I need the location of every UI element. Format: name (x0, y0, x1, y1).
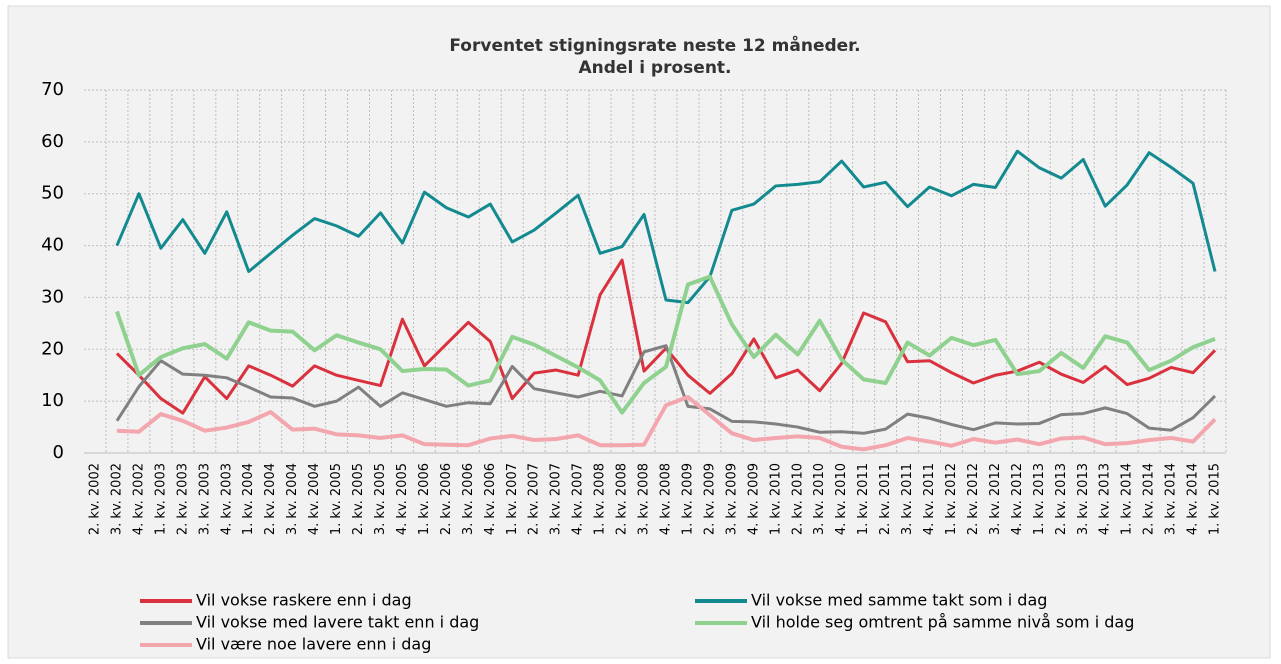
x-tick-label: 2. kv. 2012 (966, 463, 981, 535)
x-tick-label: 2. kv. 2004 (263, 463, 278, 535)
x-tick-label: 3. kv. 2004 (285, 463, 300, 535)
x-tick-label: 2. kv. 2011 (878, 463, 893, 535)
x-tick-label: 1. kv. 2007 (505, 463, 520, 535)
x-tick-label: 4. kv. 2008 (658, 463, 673, 535)
x-tick-label: 1. kv. 2004 (241, 463, 256, 535)
x-tick-label: 4. kv. 2012 (1010, 463, 1025, 535)
x-tick-label: 2. kv. 2002 (87, 463, 102, 535)
x-tick-label: 2. kv. 2014 (1142, 463, 1157, 535)
x-tick-label: 3. kv. 2002 (109, 463, 124, 535)
y-tick-label: 20 (41, 338, 64, 359)
x-tick-label: 3. kv. 2013 (1076, 463, 1091, 535)
x-tick-label: 2. kv. 2010 (790, 463, 805, 535)
x-tick-label: 2. kv. 2013 (1054, 463, 1069, 535)
x-tick-label: 4. kv. 2002 (131, 463, 146, 535)
x-tick-label: 1. kv. 2013 (1032, 463, 1047, 535)
legend-label: Vil vokse raskere enn i dag (196, 591, 412, 610)
x-tick-label: 3. kv. 2006 (461, 463, 476, 535)
x-tick-label: 3. kv. 2011 (900, 463, 915, 535)
x-tick-label: 4. kv. 2013 (1098, 463, 1113, 535)
x-tick-label: 1. kv. 2015 (1208, 463, 1223, 535)
x-tick-label: 2. kv. 2003 (175, 463, 190, 535)
x-tick-label: 3. kv. 2007 (549, 463, 564, 535)
x-tick-label: 1. kv. 2008 (593, 463, 608, 535)
chart-background (7, 5, 1271, 659)
x-tick-label: 4. kv. 2009 (746, 463, 761, 535)
x-tick-label: 1. kv. 2005 (329, 463, 344, 535)
x-tick-label: 1. kv. 2003 (153, 463, 168, 535)
y-tick-label: 70 (41, 79, 64, 100)
x-tick-label: 3. kv. 2003 (197, 463, 212, 535)
x-tick-label: 2. kv. 2006 (439, 463, 454, 535)
x-tick-label: 4. kv. 2014 (1186, 463, 1201, 535)
x-tick-label: 1. kv. 2010 (768, 463, 783, 535)
chart-title: Andel i prosent. (578, 58, 731, 78)
y-tick-label: 30 (41, 286, 64, 307)
y-tick-label: 10 (41, 390, 64, 411)
x-tick-label: 4. kv. 2003 (219, 463, 234, 535)
x-tick-label: 1. kv. 2009 (680, 463, 695, 535)
x-tick-label: 1. kv. 2006 (417, 463, 432, 535)
series-line (115, 344, 1217, 435)
x-tick-label: 3. kv. 2014 (1164, 463, 1179, 535)
series-line (115, 149, 1217, 305)
y-tick-label: 0 (53, 442, 64, 463)
x-tick-label: 4. kv. 2007 (571, 463, 586, 535)
x-tick-label: 2. kv. 2005 (351, 463, 366, 535)
series-line (116, 394, 1217, 452)
x-tick-label: 4. kv. 2011 (922, 463, 937, 535)
y-tick-label: 40 (41, 235, 64, 256)
x-tick-label: 4. kv. 2010 (834, 463, 849, 535)
y-tick-label: 50 (41, 183, 64, 204)
x-tick-label: 3. kv. 2009 (724, 463, 739, 535)
x-tick-label: 3. kv. 2012 (988, 463, 1003, 535)
x-tick-label: 1. kv. 2011 (856, 463, 871, 535)
x-tick-label: 2. kv. 2007 (527, 463, 542, 535)
x-tick-label: 4. kv. 2004 (307, 463, 322, 535)
legend-label: Vil holde seg omtrent på samme nivå som … (751, 613, 1134, 632)
legend-label: Vil vokse med samme takt som i dag (751, 591, 1047, 610)
x-tick-label: 3. kv. 2005 (373, 463, 388, 535)
x-tick-label: 3. kv. 2008 (637, 463, 652, 535)
x-tick-label: 4. kv. 2005 (395, 463, 410, 535)
x-tick-label: 1. kv. 2014 (1120, 463, 1135, 535)
legend-label: Vil vokse med lavere takt enn i dag (196, 613, 479, 632)
chart-title: Forventet stigningsrate neste 12 måneder… (449, 34, 860, 56)
legend-label: Vil være noe lavere enn i dag (196, 635, 431, 654)
series-line (115, 274, 1216, 415)
x-tick-label: 3. kv. 2010 (812, 463, 827, 535)
x-tick-label: 1. kv. 2012 (944, 463, 959, 535)
y-tick-label: 60 (41, 131, 64, 152)
x-tick-label: 2. kv. 2008 (615, 463, 630, 535)
x-tick-label: 4. kv. 2006 (483, 463, 498, 535)
x-tick-label: 2. kv. 2009 (702, 463, 717, 535)
